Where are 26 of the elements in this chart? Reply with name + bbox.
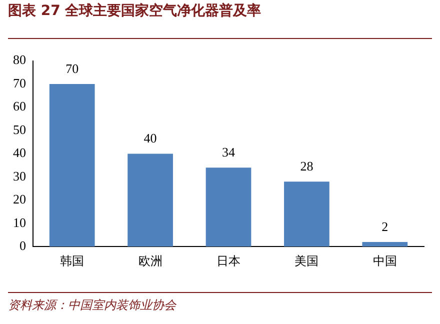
text: 资料来源：中国室内装饰业协会 [8,292,432,314]
bar [128,154,173,247]
x-tick-label: 欧洲 [138,254,162,268]
x-tick-label: 韩国 [60,254,84,268]
data-label: 70 [66,60,79,76]
x-tick-label: 日本 [216,254,240,268]
data-label: 34 [222,144,236,160]
y-tick-label: 40 [13,145,26,160]
y-tick-label: 60 [13,98,26,114]
bar [206,168,252,247]
y-tick-label: 50 [13,122,26,137]
bar [49,84,95,247]
data-label: 2 [382,218,388,234]
y-tick-label: 70 [13,75,26,90]
data-label: 40 [144,130,157,146]
y-tick-label: 0 [20,238,26,254]
chart-title: 图表 27 全球主要国家空气净化器普及率 [8,2,432,39]
x-tick-label: 美国 [294,254,319,268]
y-tick-label: 10 [13,214,26,230]
y-tick-label: 30 [13,168,26,184]
bar [284,182,330,247]
bar [362,242,408,247]
x-tick-label: 中国 [372,254,397,268]
data-label: 28 [300,158,314,174]
y-tick-label: 20 [13,192,26,207]
y-tick-label: 80 [13,52,26,68]
